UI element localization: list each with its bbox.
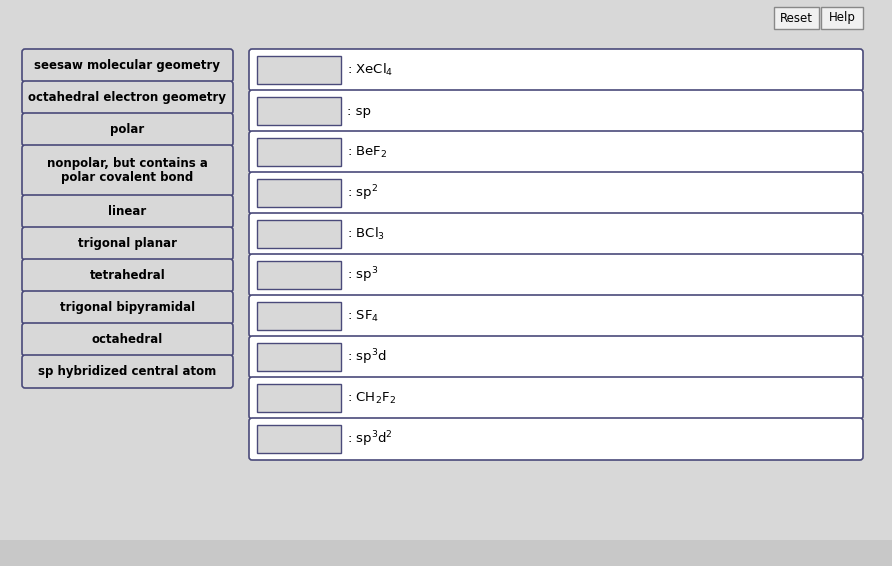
Text: : sp$^2$: : sp$^2$ <box>347 183 378 203</box>
FancyBboxPatch shape <box>257 56 341 84</box>
FancyBboxPatch shape <box>257 384 341 412</box>
FancyBboxPatch shape <box>257 97 341 125</box>
Text: linear: linear <box>108 205 146 218</box>
Text: : sp$^3$d$^2$: : sp$^3$d$^2$ <box>347 429 392 449</box>
Text: sp hybridized central atom: sp hybridized central atom <box>38 365 217 378</box>
Text: trigonal bipyramidal: trigonal bipyramidal <box>60 301 195 314</box>
Text: Reset: Reset <box>780 11 813 24</box>
FancyBboxPatch shape <box>257 302 341 330</box>
FancyBboxPatch shape <box>249 213 863 255</box>
FancyBboxPatch shape <box>821 7 863 29</box>
FancyBboxPatch shape <box>22 195 233 228</box>
FancyBboxPatch shape <box>249 295 863 337</box>
Text: trigonal planar: trigonal planar <box>78 237 177 250</box>
Text: : XeCl$_4$: : XeCl$_4$ <box>347 62 393 78</box>
FancyBboxPatch shape <box>257 425 341 453</box>
Text: : sp$^3$: : sp$^3$ <box>347 265 378 285</box>
Text: octahedral: octahedral <box>92 333 163 346</box>
FancyBboxPatch shape <box>249 254 863 296</box>
FancyBboxPatch shape <box>249 131 863 173</box>
FancyBboxPatch shape <box>257 220 341 248</box>
FancyBboxPatch shape <box>22 323 233 356</box>
FancyBboxPatch shape <box>257 138 341 166</box>
Text: : sp: : sp <box>347 105 371 118</box>
Text: Help: Help <box>829 11 855 24</box>
FancyBboxPatch shape <box>249 49 863 91</box>
FancyBboxPatch shape <box>774 7 819 29</box>
FancyBboxPatch shape <box>249 172 863 214</box>
Text: : BCl$_3$: : BCl$_3$ <box>347 226 385 242</box>
Text: octahedral electron geometry: octahedral electron geometry <box>29 91 227 104</box>
FancyBboxPatch shape <box>22 259 233 292</box>
FancyBboxPatch shape <box>22 355 233 388</box>
Text: polar: polar <box>111 123 145 136</box>
Text: : SF$_4$: : SF$_4$ <box>347 308 379 324</box>
Text: tetrahedral: tetrahedral <box>89 269 165 282</box>
FancyBboxPatch shape <box>257 179 341 207</box>
FancyBboxPatch shape <box>257 343 341 371</box>
FancyBboxPatch shape <box>249 336 863 378</box>
FancyBboxPatch shape <box>22 291 233 324</box>
Text: : CH$_2$F$_2$: : CH$_2$F$_2$ <box>347 391 396 406</box>
FancyBboxPatch shape <box>22 113 233 146</box>
FancyBboxPatch shape <box>257 261 341 289</box>
FancyBboxPatch shape <box>249 90 863 132</box>
FancyBboxPatch shape <box>249 377 863 419</box>
FancyBboxPatch shape <box>22 145 233 196</box>
Text: nonpolar, but contains a
polar covalent bond: nonpolar, but contains a polar covalent … <box>47 157 208 185</box>
Text: : sp$^3$d: : sp$^3$d <box>347 347 386 367</box>
FancyBboxPatch shape <box>22 81 233 114</box>
Text: : BeF$_2$: : BeF$_2$ <box>347 144 387 160</box>
FancyBboxPatch shape <box>249 418 863 460</box>
FancyBboxPatch shape <box>0 540 892 566</box>
FancyBboxPatch shape <box>22 49 233 82</box>
Text: seesaw molecular geometry: seesaw molecular geometry <box>35 59 220 72</box>
FancyBboxPatch shape <box>22 227 233 260</box>
